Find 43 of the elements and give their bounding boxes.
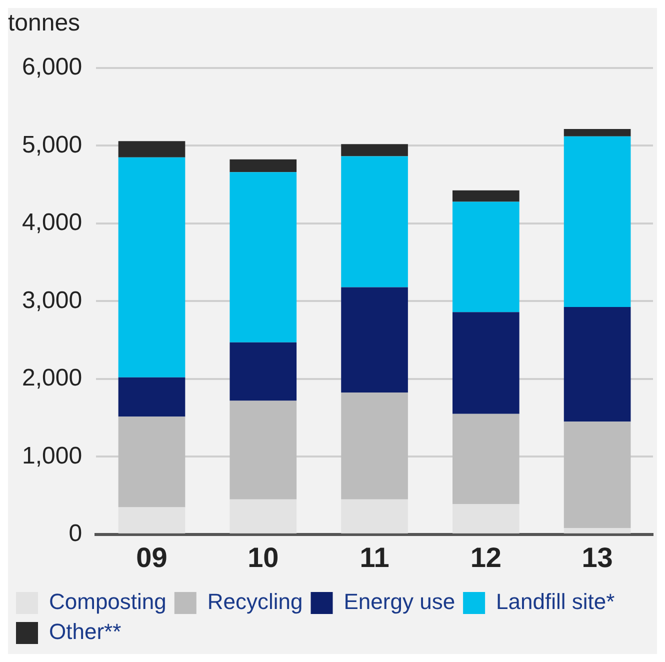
bar [118, 507, 186, 534]
bar [118, 141, 186, 158]
bar [118, 416, 186, 508]
bar [230, 342, 297, 401]
bar [341, 499, 408, 534]
y-tick-label: 5,000 [22, 131, 82, 158]
y-tick-label: 0 [68, 520, 82, 548]
bar [341, 287, 408, 393]
bar [230, 499, 297, 534]
bar [230, 172, 297, 342]
legend-label: Other** [49, 619, 122, 644]
bar [341, 156, 408, 288]
y-tick-label: 2,000 [22, 364, 82, 392]
legend-label: Landfill site* [496, 589, 616, 614]
bar [341, 144, 408, 156]
x-tick-label: 09 [136, 542, 168, 573]
bar [452, 202, 520, 312]
y-tick-label: 4,000 [22, 209, 82, 236]
bar [564, 307, 631, 422]
bar [452, 504, 520, 534]
bar [564, 136, 631, 308]
bar [118, 377, 186, 417]
y-axis-title: tonnes [8, 10, 80, 37]
bar [564, 528, 631, 534]
bar [452, 312, 520, 414]
bar [564, 422, 631, 528]
bar [452, 190, 520, 202]
x-tick-label: 11 [360, 542, 390, 573]
y-tick-label: 1,000 [22, 442, 82, 470]
y-tick-label: 3,000 [22, 286, 82, 314]
bar [230, 159, 297, 172]
legend-label: Composting [49, 589, 166, 614]
legend-label: Energy use [344, 589, 456, 614]
bar [452, 414, 520, 504]
y-tick-label: 6,000 [22, 54, 82, 81]
bar [341, 392, 408, 500]
bar [118, 157, 186, 378]
bar [564, 129, 631, 136]
bar [230, 400, 297, 500]
x-tick-label: 13 [582, 542, 613, 573]
legend-label: Recycling [207, 589, 303, 614]
x-tick-label: 12 [470, 542, 502, 573]
x-tick-label: 10 [248, 542, 279, 573]
